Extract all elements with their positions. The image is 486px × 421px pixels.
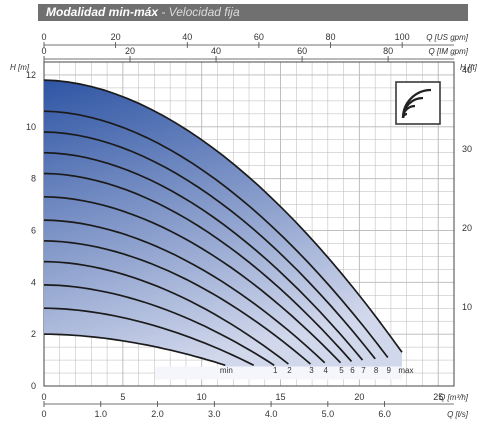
tick-y-left: 8 — [31, 174, 36, 184]
tick-bottom-ls: 5.0 — [322, 409, 335, 419]
curve-label-3: 3 — [309, 366, 314, 375]
curve-label-9: 9 — [387, 366, 392, 375]
tick-bottom-m3h: 0 — [41, 392, 46, 402]
tick-y-right: 20 — [462, 223, 472, 233]
tick-y-right: 10 — [462, 302, 472, 312]
curve-9 — [43, 110, 389, 359]
tick-top-im: 20 — [125, 46, 135, 56]
tick-top-us: 20 — [111, 32, 121, 42]
tick-top-im: 40 — [211, 46, 221, 56]
tick-bottom-m3h: 20 — [354, 392, 364, 402]
tick-y-left: 12 — [26, 70, 36, 80]
tick-y-left: 0 — [31, 381, 36, 391]
curve-5 — [43, 195, 342, 364]
curve-8 — [43, 131, 376, 360]
curve-label-min: min — [220, 366, 233, 375]
curve-4 — [43, 219, 326, 364]
curve-3 — [43, 239, 312, 365]
tick-bottom-ls: 3.0 — [208, 409, 221, 419]
curve-label-1: 1 — [273, 366, 278, 375]
tick-y-left: 10 — [26, 122, 36, 132]
tick-top-us: 80 — [326, 32, 336, 42]
tick-bottom-ls: 1.0 — [95, 409, 108, 419]
curve-6 — [43, 172, 353, 362]
tick-bottom-m3h: 15 — [276, 392, 286, 402]
tick-top-us: 60 — [254, 32, 264, 42]
axis-label-y-left: H [m] — [10, 63, 30, 72]
tick-bottom-ls: 0 — [41, 409, 46, 419]
tick-top-us: 0 — [41, 32, 46, 42]
axis-label-bottom-ls: Q [l/s] — [447, 410, 469, 419]
label-band — [155, 366, 402, 380]
curve-label-6: 6 — [350, 366, 355, 375]
curve-min — [44, 333, 226, 367]
tick-y-left: 4 — [31, 277, 36, 287]
tick-top-im: 60 — [297, 46, 307, 56]
tick-bottom-ls: 2.0 — [151, 409, 164, 419]
tick-bottom-ls: 6.0 — [378, 409, 391, 419]
tick-top-us: 40 — [182, 32, 192, 42]
tick-y-right: 30 — [462, 144, 472, 154]
curve-label-8: 8 — [374, 366, 379, 375]
curve-label-7: 7 — [361, 366, 366, 375]
chart-title-bar: Modalidad min-máx - Velocidad fija — [38, 4, 468, 21]
tick-bottom-m3h: 10 — [197, 392, 207, 402]
tick-y-left: 6 — [31, 225, 36, 235]
tick-bottom-ls: 4.0 — [265, 409, 278, 419]
tick-top-im: 80 — [383, 46, 393, 56]
axis-label-y-right: H [ft] — [460, 63, 478, 72]
chart-title-main: Modalidad min-máx — [46, 5, 159, 19]
curve-label-4: 4 — [323, 366, 328, 375]
axis-label-bottom-m3h: Q [m³/h] — [439, 393, 469, 402]
chart-title: Modalidad min-máx - Velocidad fija — [46, 5, 240, 19]
tick-bottom-m3h: 25 — [433, 392, 443, 402]
curve-1 — [43, 284, 275, 367]
curve-label-5: 5 — [339, 366, 344, 375]
axis-label-top-us: Q [US gpm] — [426, 33, 469, 42]
curve-label-max: max — [398, 366, 413, 375]
curve-max — [43, 79, 403, 353]
curve-7 — [43, 151, 364, 361]
tick-y-left: 2 — [31, 329, 36, 339]
chart-title-sub: - Velocidad fija — [158, 5, 240, 19]
tick-bottom-m3h: 5 — [120, 392, 125, 402]
tick-top-im: 0 — [41, 46, 46, 56]
pump-speed-waves-icon — [395, 81, 441, 125]
curve-2 — [43, 260, 289, 365]
tick-top-us: 100 — [395, 32, 410, 42]
curve-min2 — [43, 307, 255, 367]
tick-y-right: 40 — [462, 65, 472, 75]
curve-label-2: 2 — [287, 366, 292, 375]
axis-label-top-im: Q [IM gpm] — [428, 47, 468, 56]
